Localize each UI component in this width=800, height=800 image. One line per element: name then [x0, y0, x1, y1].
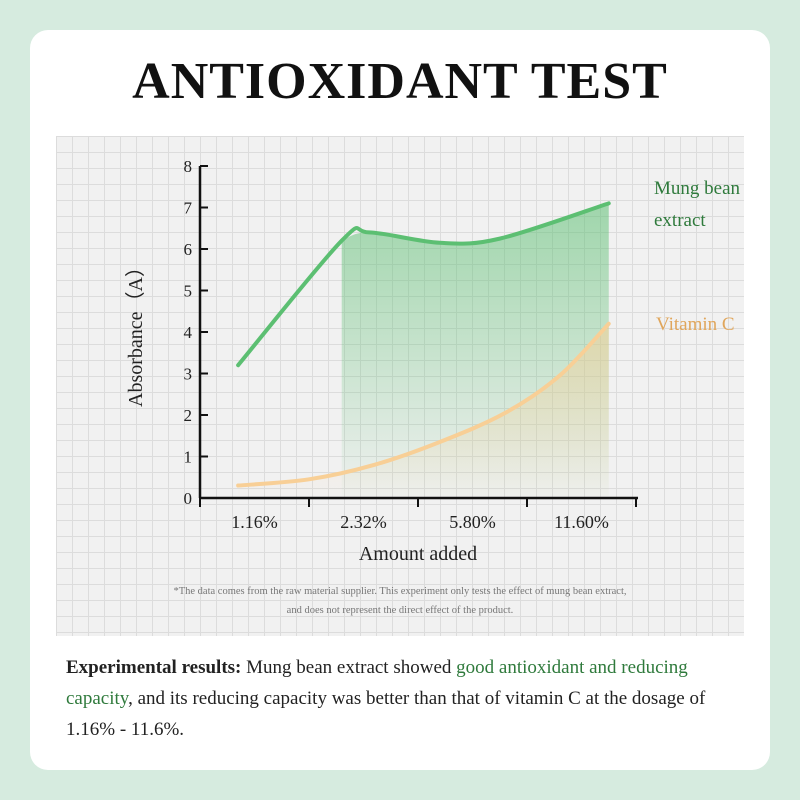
series-label: extract	[654, 210, 706, 231]
footnote: *The data comes from the raw material su…	[56, 582, 744, 620]
y-tick-label: 1	[184, 448, 193, 467]
series-label: Vitamin C	[656, 314, 735, 335]
x-tick-label: 1.16%	[231, 512, 278, 532]
x-tick-label: 11.60%	[554, 512, 609, 532]
series-label: Mung bean	[654, 178, 741, 199]
results-lead: Experimental results:	[66, 657, 242, 678]
series-line	[236, 201, 611, 368]
y-tick-label: 5	[184, 282, 193, 301]
y-tick-label: 2	[184, 406, 193, 425]
results-highlight: good antioxidant and reducing capacity	[66, 657, 688, 709]
y-tick-label: 3	[184, 365, 193, 384]
footnote-line-1: *The data comes from the raw material su…	[173, 586, 627, 597]
page-title: ANTIOXIDANT TEST	[132, 53, 668, 110]
y-tick-label: 8	[184, 157, 193, 176]
y-tick-label: 0	[184, 489, 193, 508]
x-tick-label: 2.32%	[340, 512, 387, 532]
experimental-results: Experimental results: Mung bean extract …	[66, 652, 746, 745]
absorbance-chart: Mung bean extract Vitamin C 0 1 2 3 4 5 6 7 8 1.16% 2…	[124, 157, 741, 565]
x-tick-label: 5.80%	[449, 512, 496, 532]
footnote-line-2: and does not represent the direct effect…	[286, 605, 514, 616]
series-line	[236, 321, 611, 488]
chart-panel: Mung bean extract Vitamin C 0 1 2 3 4 5 6 7 8 1.16% 2…	[56, 136, 744, 636]
results-text-2: , and its reducing capacity was better t…	[66, 688, 706, 740]
results-text-1: Mung bean extract showed	[241, 657, 457, 678]
y-tick-label: 7	[184, 199, 193, 218]
y-tick-label: 6	[184, 240, 193, 259]
y-axis-title: Absorbance（A）	[124, 257, 147, 407]
y-tick-label: 4	[184, 323, 193, 342]
x-axis-title: Amount added	[359, 543, 477, 565]
series-area	[238, 323, 609, 496]
